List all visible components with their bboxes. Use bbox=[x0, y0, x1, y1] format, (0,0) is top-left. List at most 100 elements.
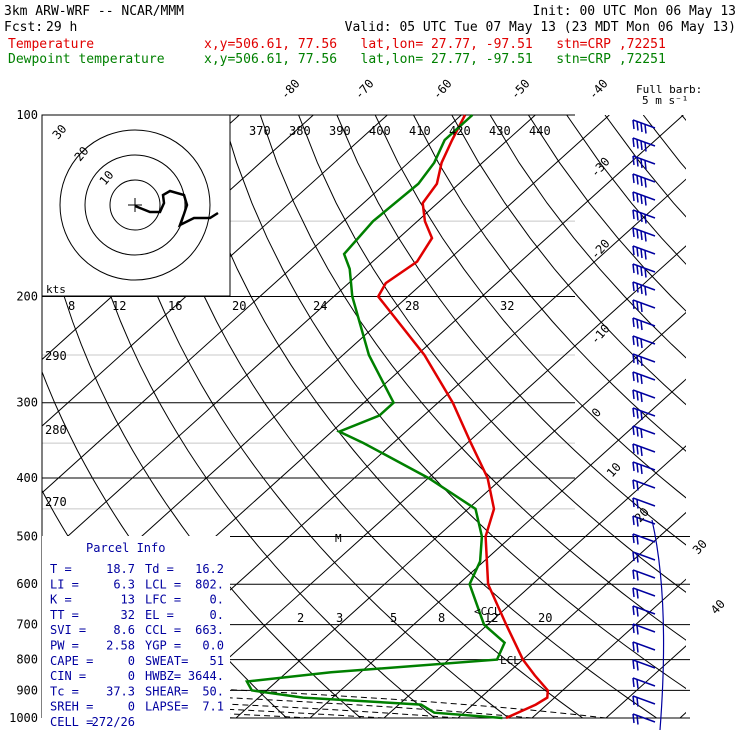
isotherm-line bbox=[42, 115, 388, 427]
dry-adiabat-line bbox=[221, 115, 686, 690]
barb-legend-unit: 5 m s⁻¹ bbox=[642, 94, 688, 107]
isotherm-label: -10 bbox=[588, 322, 613, 347]
wind-barb-shaft bbox=[632, 497, 656, 507]
hodograph-ring bbox=[84, 154, 186, 256]
wind-barb-shaft bbox=[632, 461, 656, 471]
wind-barb-shaft bbox=[632, 155, 656, 165]
parcel-info-label: SREH = bbox=[50, 700, 93, 714]
parcel-info-box: Parcel Info T = 18.7 Td = 16.2 LI = 6.3 LCL = 8… bbox=[42, 536, 230, 729]
wind-barb-feather bbox=[632, 659, 635, 670]
wind-barb-shaft bbox=[632, 191, 656, 201]
wind-barb-shaft bbox=[632, 137, 656, 147]
wind-barb-feather bbox=[636, 337, 639, 347]
wind-barb bbox=[632, 173, 656, 188]
wind-barb-feather bbox=[640, 320, 643, 331]
wind-barb-feather bbox=[632, 317, 635, 328]
wind-barb-feather bbox=[640, 176, 643, 187]
legend-dewpoint-label: Dewpoint temperature bbox=[8, 52, 165, 67]
forecast-label: Fcst: bbox=[4, 20, 43, 35]
wind-barb-feather bbox=[636, 319, 639, 329]
parcel-info-row: Tc = 37.3 SHEAR= 50. bbox=[50, 684, 224, 698]
wind-barb-feather bbox=[640, 338, 643, 349]
temperature-profile bbox=[376, 114, 550, 720]
mixing-ratio-label: 20 bbox=[538, 611, 552, 625]
wind-barb-shaft bbox=[632, 389, 656, 399]
wind-barb-feather bbox=[644, 160, 647, 170]
wind-barb-feather bbox=[636, 553, 639, 563]
isotherm-line bbox=[679, 711, 686, 718]
parcel-info-label: CAPE = bbox=[50, 654, 93, 668]
wind-barb-feather bbox=[644, 142, 647, 152]
mixing-ratio-label: 5 bbox=[390, 611, 397, 625]
pressure-tick-label: 500 bbox=[16, 529, 38, 543]
dry-adiabat-line bbox=[604, 115, 686, 218]
isotherm-label: -70 bbox=[352, 77, 377, 102]
parcel-info-row: T = 18.7 Td = 16.2 bbox=[50, 562, 224, 576]
parcel-info-value: 51 bbox=[210, 654, 224, 668]
parcel-info-label: LFC = bbox=[145, 593, 181, 607]
wind-barbs bbox=[632, 119, 665, 731]
theta-label: 290 bbox=[45, 349, 67, 363]
wind-barb bbox=[632, 389, 656, 403]
wind-barb bbox=[632, 713, 656, 725]
wind-barb bbox=[632, 515, 656, 527]
wind-barb-feather bbox=[636, 499, 639, 509]
wind-barb bbox=[632, 659, 656, 671]
parcel-info-label: YGP = bbox=[145, 639, 181, 653]
isotherm-label: 10 bbox=[604, 460, 624, 480]
wind-barb-feather bbox=[636, 535, 639, 545]
wind-barb-feather bbox=[632, 227, 635, 238]
mixing-ratio-label: 2 bbox=[297, 611, 304, 625]
wind-barb bbox=[632, 641, 656, 653]
dry-adiabat-line bbox=[106, 115, 510, 718]
wind-barb-feather bbox=[640, 464, 643, 475]
forecast-hour: 29 h bbox=[46, 20, 77, 35]
dry-adiabat-line bbox=[259, 115, 686, 641]
parcel-info-label: T = bbox=[50, 562, 72, 576]
wind-barb-feather bbox=[632, 173, 635, 184]
wind-barb-shaft bbox=[632, 533, 656, 543]
wind-barb bbox=[632, 353, 656, 367]
wind-barb-shaft bbox=[632, 245, 656, 255]
parcel-info-label: SWEAT= bbox=[145, 654, 188, 668]
wind-barb-shaft bbox=[632, 605, 656, 615]
dry-adiabat-line bbox=[681, 115, 686, 122]
pressure-tick-label: 700 bbox=[16, 618, 38, 632]
dry-adiabat-line bbox=[298, 115, 686, 593]
wind-barb-feather bbox=[640, 410, 643, 421]
wind-barb-feather bbox=[640, 212, 643, 223]
wind-barb-feather bbox=[632, 533, 635, 544]
parcel-info-value: 0 bbox=[128, 669, 135, 683]
wind-barb-feather bbox=[632, 713, 635, 724]
wind-barb-feather bbox=[636, 157, 639, 167]
mixing-ratio-label: 12 bbox=[484, 611, 498, 625]
isotach-label: 20 bbox=[232, 299, 246, 313]
parcel-info-value: 272/26 bbox=[92, 715, 135, 729]
parcel-info-value: 0. bbox=[210, 608, 224, 622]
wind-barb-feather bbox=[636, 445, 639, 455]
wind-barb-feather bbox=[640, 284, 643, 295]
wind-barb-feather bbox=[632, 191, 635, 202]
wind-barb bbox=[632, 371, 656, 385]
wind-barb bbox=[632, 605, 656, 617]
wind-barb bbox=[632, 317, 656, 331]
wind-barb-shaft bbox=[632, 317, 656, 327]
wind-barb-feather bbox=[636, 229, 639, 239]
wind-barb-shaft bbox=[632, 371, 656, 381]
parcel-info-value: 50. bbox=[202, 684, 224, 698]
parcel-info-label: CELL = bbox=[50, 715, 93, 729]
parcel-info-label: LI = bbox=[50, 577, 79, 591]
wind-barb-feather bbox=[636, 517, 639, 527]
wind-barb bbox=[632, 533, 656, 545]
isotherm-label: -50 bbox=[508, 77, 533, 102]
parcel-info-value: 0. bbox=[210, 593, 224, 607]
theta-e-label: 410 bbox=[409, 124, 431, 138]
isotherm-label: -30 bbox=[588, 155, 613, 180]
wind-barb bbox=[632, 443, 656, 457]
wind-barb bbox=[632, 209, 656, 224]
isotherm-label: -40 bbox=[586, 77, 611, 102]
isotherm-label: 30 bbox=[690, 537, 710, 557]
wind-barb-feather bbox=[636, 139, 639, 149]
wind-barb-feather bbox=[640, 446, 643, 457]
